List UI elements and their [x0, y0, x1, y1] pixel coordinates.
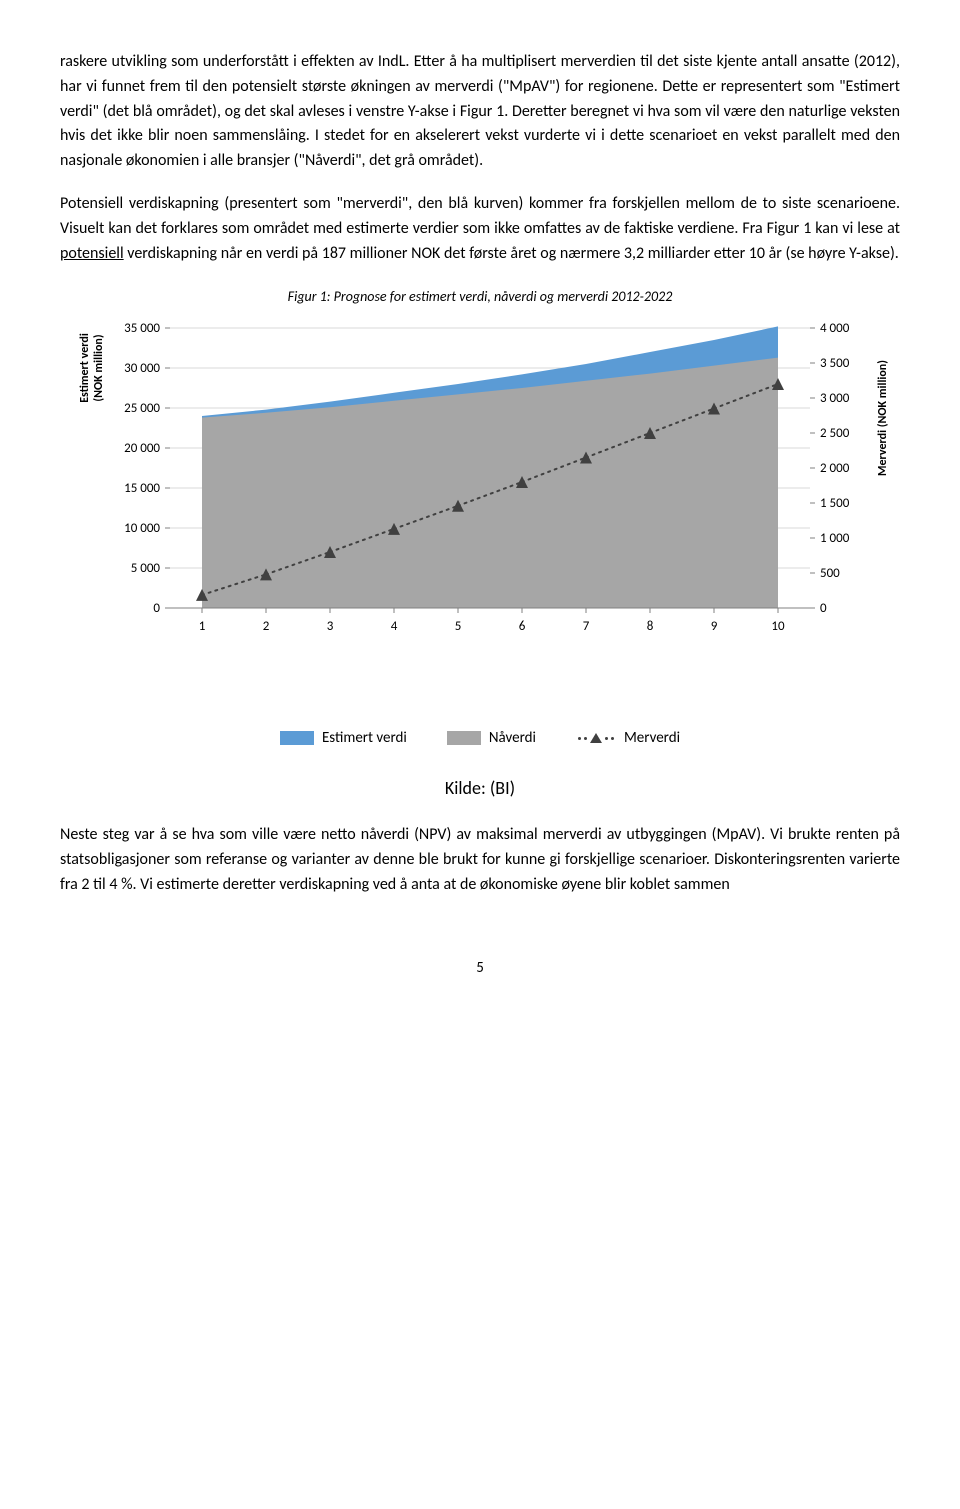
- svg-text:6: 6: [519, 619, 526, 634]
- legend-merverdi: Merverdi: [576, 727, 680, 750]
- legend-estimert-swatch: [280, 731, 314, 745]
- svg-text:30 000: 30 000: [124, 361, 160, 376]
- svg-text:15 000: 15 000: [124, 481, 160, 496]
- p2-underline: potensiell: [60, 244, 124, 263]
- svg-text:5 000: 5 000: [131, 561, 161, 576]
- svg-text:Estimert verdi(NOK million): Estimert verdi(NOK million): [78, 333, 106, 403]
- svg-text:2: 2: [263, 619, 270, 634]
- legend-estimert-label: Estimert verdi: [322, 727, 407, 750]
- legend-naverdi-label: Nåverdi: [489, 727, 536, 750]
- p2-part-b: verdiskapning når en verdi på 187 millio…: [124, 244, 899, 263]
- svg-text:0: 0: [153, 601, 160, 616]
- paragraph-3: Neste steg var å se hva som ville være n…: [60, 823, 900, 897]
- svg-text:500: 500: [820, 566, 840, 581]
- paragraph-1: raskere utvikling som underforstått i ef…: [60, 50, 900, 174]
- chart-legend: Estimert verdi Nåverdi Merverdi: [60, 727, 900, 750]
- page-number: 5: [60, 957, 900, 980]
- legend-naverdi-swatch: [447, 731, 481, 745]
- svg-text:4: 4: [391, 619, 398, 634]
- svg-text:7: 7: [583, 619, 590, 634]
- legend-estimert: Estimert verdi: [280, 727, 407, 750]
- svg-text:Merverdi (NOK million): Merverdi (NOK million): [876, 360, 890, 476]
- legend-merverdi-label: Merverdi: [624, 727, 680, 750]
- legend-naverdi: Nåverdi: [447, 727, 536, 750]
- svg-text:20 000: 20 000: [124, 441, 160, 456]
- svg-text:1: 1: [199, 619, 206, 634]
- svg-text:1 000: 1 000: [820, 531, 850, 546]
- chart-title: Figur 1: Prognose for estimert verdi, nå…: [60, 286, 900, 308]
- svg-text:0: 0: [820, 601, 827, 616]
- svg-text:9: 9: [711, 619, 718, 634]
- svg-text:5: 5: [455, 619, 462, 634]
- chart-container: 05 00010 00015 00020 00025 00030 00035 0…: [60, 318, 900, 667]
- chart-svg: 05 00010 00015 00020 00025 00030 00035 0…: [60, 318, 900, 658]
- svg-text:3 000: 3 000: [820, 391, 850, 406]
- legend-merverdi-swatch: [576, 733, 616, 743]
- p2-part-a: Potensiell verdiskapning (presentert som…: [60, 194, 900, 238]
- kilde-text: Kilde: (BI): [60, 775, 900, 803]
- svg-text:1 500: 1 500: [820, 496, 850, 511]
- svg-text:2 500: 2 500: [820, 426, 850, 441]
- paragraph-2: Potensiell verdiskapning (presentert som…: [60, 192, 900, 266]
- svg-text:4 000: 4 000: [820, 321, 850, 336]
- svg-text:8: 8: [647, 619, 654, 634]
- svg-text:10: 10: [771, 619, 785, 634]
- svg-text:25 000: 25 000: [124, 401, 160, 416]
- svg-text:10 000: 10 000: [124, 521, 160, 536]
- svg-text:35 000: 35 000: [124, 321, 160, 336]
- svg-text:3: 3: [327, 619, 334, 634]
- svg-text:3 500: 3 500: [820, 356, 850, 371]
- svg-text:2 000: 2 000: [820, 461, 850, 476]
